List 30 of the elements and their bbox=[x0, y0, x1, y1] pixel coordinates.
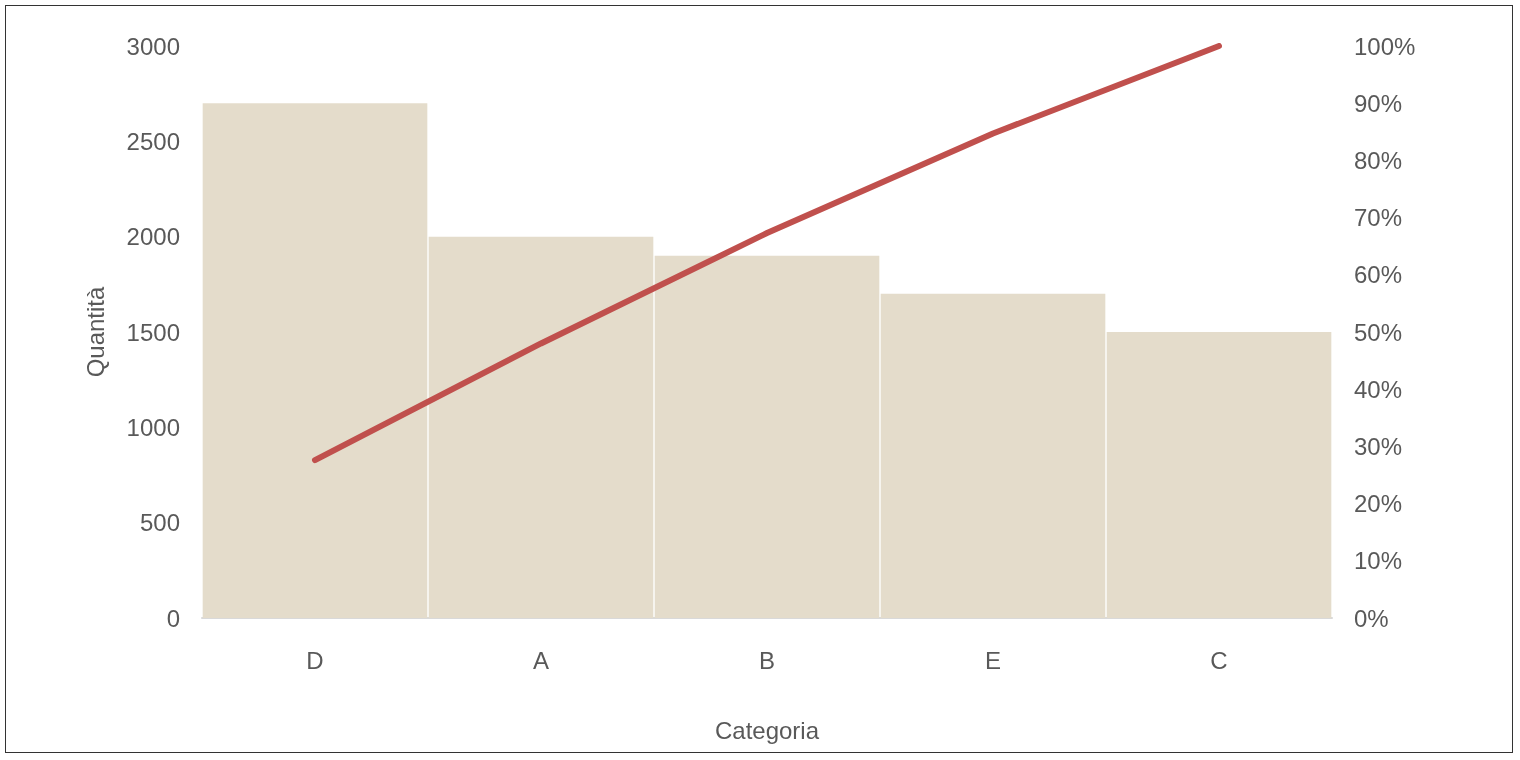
bar bbox=[654, 255, 880, 618]
y2-tick-label: 60% bbox=[1354, 261, 1403, 289]
y2-tick-label: 50% bbox=[1354, 318, 1403, 346]
x-tick-label: C bbox=[1210, 646, 1228, 674]
y-tick-label: 0 bbox=[166, 604, 180, 632]
bar bbox=[1106, 332, 1332, 618]
y2-tick-label: 0% bbox=[1354, 604, 1389, 632]
x-tick-label: E bbox=[984, 646, 1002, 674]
y-tick-label: 3000 bbox=[126, 32, 180, 60]
y2-tick-label: 40% bbox=[1354, 375, 1403, 403]
bar bbox=[428, 236, 654, 618]
bar bbox=[202, 103, 428, 618]
y-tick-label: 2500 bbox=[126, 127, 180, 155]
y2-tick-label: 100% bbox=[1354, 32, 1416, 60]
y-tick-label: 1000 bbox=[126, 413, 180, 441]
x-tick-label: B bbox=[758, 646, 776, 674]
y2-tick-label: 80% bbox=[1354, 146, 1403, 174]
y-axis-title: Quantità bbox=[81, 285, 109, 378]
y-tick-label: 1500 bbox=[126, 318, 180, 346]
y2-tick-label: 30% bbox=[1354, 432, 1403, 460]
x-axis-title: Categoria bbox=[714, 716, 820, 744]
x-tick-label: D bbox=[306, 646, 324, 674]
bar bbox=[880, 293, 1106, 618]
y2-tick-label: 10% bbox=[1354, 547, 1403, 575]
y-tick-label: 500 bbox=[139, 509, 180, 537]
y2-tick-label: 90% bbox=[1354, 89, 1403, 117]
x-tick-label: A bbox=[532, 646, 550, 674]
y-tick-label: 2000 bbox=[126, 223, 180, 251]
y2-tick-label: 20% bbox=[1354, 490, 1403, 518]
y2-tick-label: 70% bbox=[1354, 204, 1403, 232]
